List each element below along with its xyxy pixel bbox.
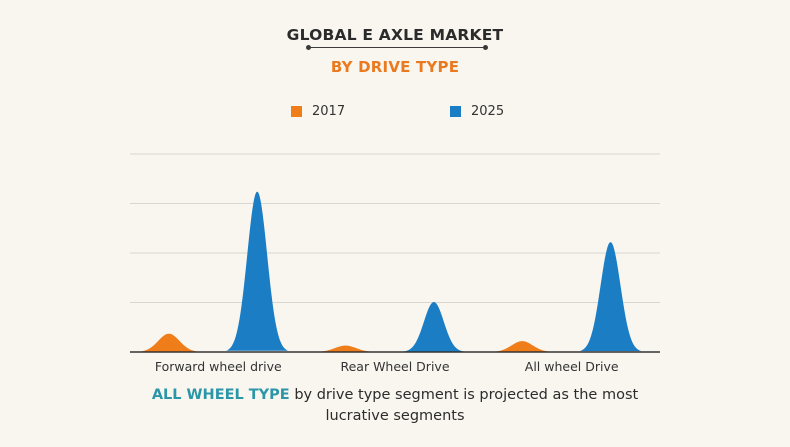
legend-label-2025: 2025: [471, 103, 505, 119]
peak-2017-1: [312, 345, 379, 352]
peak-2017-0: [135, 333, 202, 352]
title-divider: [306, 45, 488, 50]
legend-item-2017: 2017: [291, 103, 346, 119]
peak-2025-1: [402, 302, 465, 352]
chart-caption: ALL WHEEL TYPE by drive type segment is …: [150, 385, 640, 427]
legend-label-2017: 2017: [312, 103, 346, 119]
caption-text: by drive type segment is projected as th…: [289, 387, 639, 424]
legend-item-2025: 2025: [450, 103, 505, 119]
chart-title: GLOBAL E AXLE MARKET: [286, 26, 504, 44]
caption-highlight: ALL WHEEL TYPE: [151, 387, 290, 403]
x-tick-label: All wheel Drive: [525, 359, 619, 374]
chart-subtitle: BY DRIVE TYPE: [330, 58, 460, 76]
x-tick-label: Rear Wheel Drive: [340, 359, 449, 374]
legend-swatch-2025: [450, 105, 461, 117]
x-tick-label: Forward wheel drive: [155, 359, 282, 374]
peak-2017-2: [489, 341, 556, 352]
legend-swatch-2017: [291, 105, 302, 117]
peak-2025-2: [579, 242, 642, 352]
peak-2025-0: [226, 191, 289, 351]
